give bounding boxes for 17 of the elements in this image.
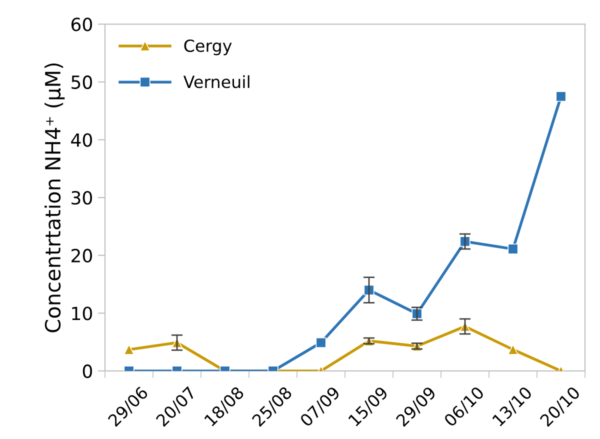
y-axis-title: Concentrtation NH4⁺ (µM) [44,63,65,332]
point [124,344,134,355]
legend-label: Verneuil [183,75,250,88]
point [508,244,518,254]
y-tick-label: 50 [72,75,92,90]
point [508,344,518,355]
y-tick-label: 0 [82,364,92,378]
y-tick-label: 60 [71,18,92,32]
point [364,284,374,296]
y-tick-label: 20 [72,248,92,262]
y-tick-label: 40 [71,133,92,147]
y-tick-label: 30 [72,191,92,205]
point [460,236,470,247]
point [316,337,326,348]
point [556,91,566,102]
y-tick-label: 10 [72,306,92,320]
legend-label: Cergy [184,39,232,56]
